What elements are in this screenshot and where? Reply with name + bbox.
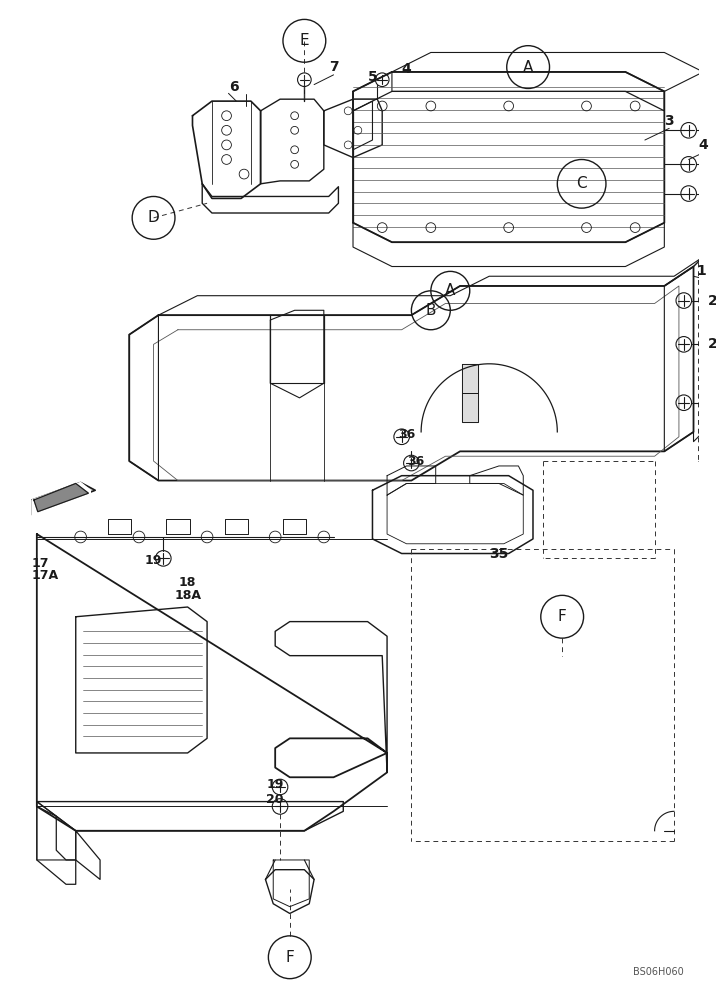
Text: 18A: 18A [174, 589, 201, 602]
Text: 2: 2 [708, 294, 716, 308]
Text: 36: 36 [398, 428, 415, 441]
Text: 4: 4 [698, 138, 708, 152]
Text: D: D [147, 210, 160, 225]
Polygon shape [32, 482, 90, 519]
Polygon shape [34, 483, 88, 512]
Text: 5: 5 [367, 70, 377, 84]
Text: 7: 7 [329, 60, 339, 74]
Text: A: A [523, 60, 533, 75]
Polygon shape [462, 393, 478, 422]
Text: A: A [445, 283, 455, 298]
Text: BS06H060: BS06H060 [633, 967, 684, 977]
Text: 35: 35 [489, 547, 508, 561]
Text: 6: 6 [230, 80, 239, 94]
Polygon shape [462, 364, 478, 393]
Text: 19: 19 [266, 778, 284, 791]
Text: B: B [425, 303, 436, 318]
Text: 20: 20 [266, 793, 284, 806]
Polygon shape [32, 482, 95, 515]
Text: 17: 17 [32, 557, 49, 570]
Text: 18: 18 [179, 576, 196, 589]
Text: 17A: 17A [32, 569, 59, 582]
Text: F: F [286, 950, 294, 965]
Text: 1: 1 [697, 264, 706, 278]
Text: C: C [576, 176, 587, 191]
Text: 19: 19 [145, 554, 163, 567]
Text: 36: 36 [407, 455, 425, 468]
Text: 3: 3 [664, 114, 674, 128]
Text: F: F [558, 609, 566, 624]
Text: 4: 4 [402, 62, 412, 76]
Text: 2: 2 [708, 337, 716, 351]
Text: E: E [299, 33, 309, 48]
